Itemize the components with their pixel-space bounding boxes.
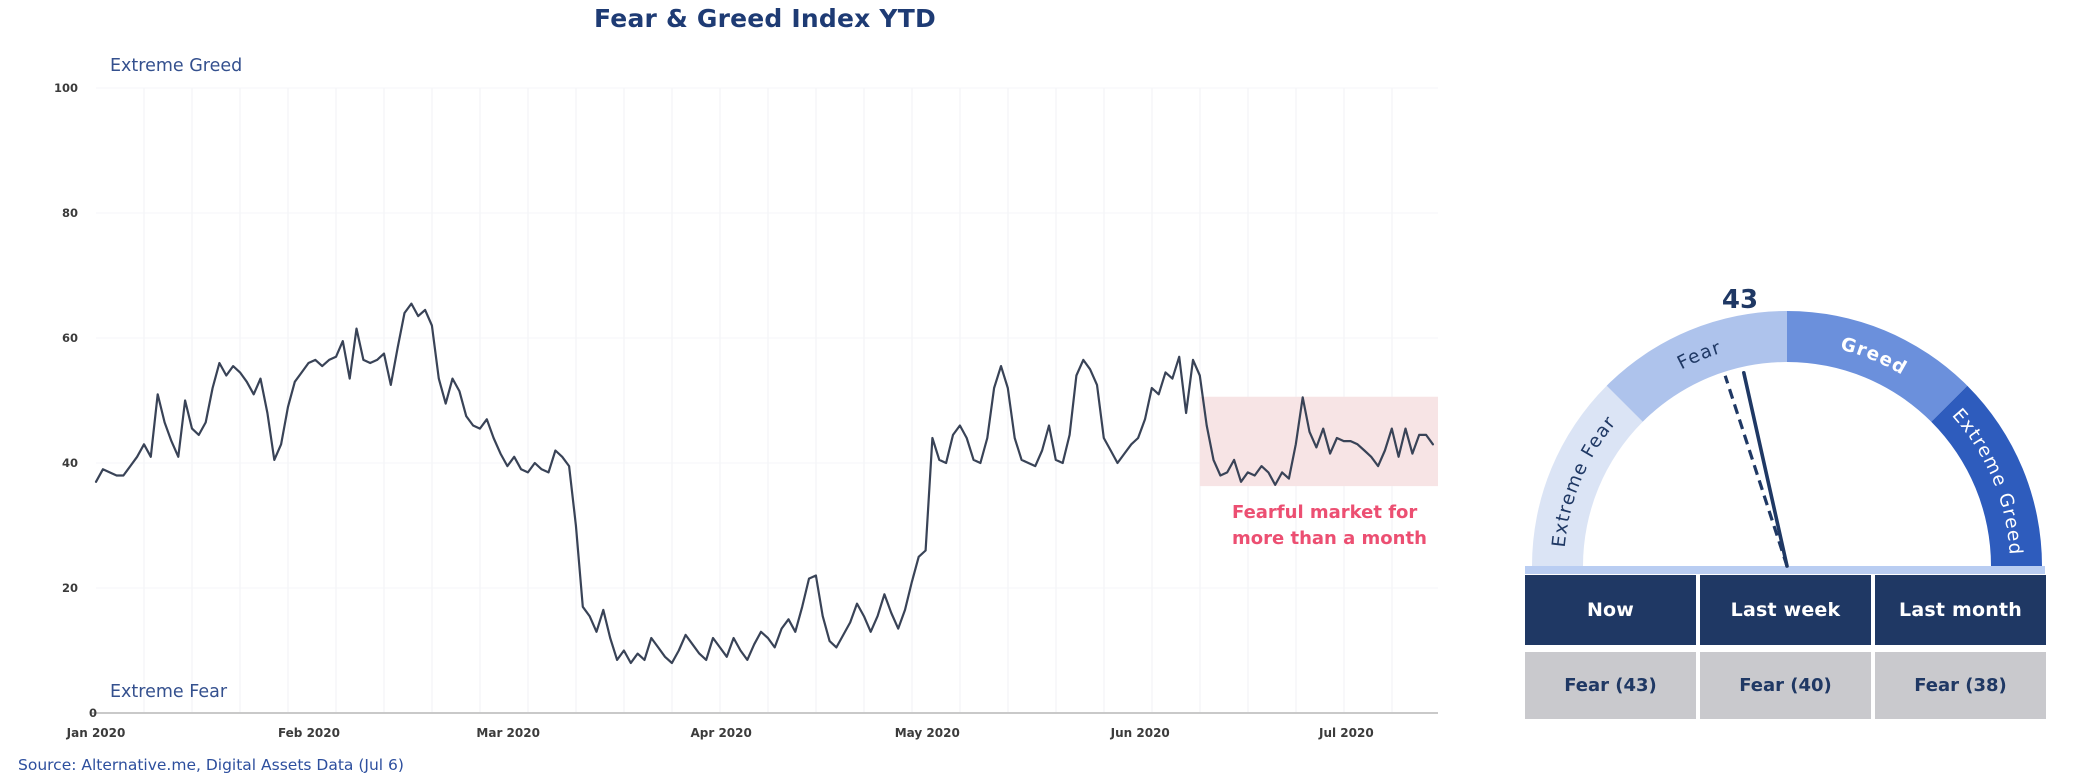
- y-tick-label: 80: [62, 206, 78, 220]
- x-tick-label: Feb 2020: [278, 726, 340, 740]
- page-title: Fear & Greed Index YTD: [594, 4, 936, 33]
- x-tick-label: Jan 2020: [66, 726, 126, 740]
- source-note: Source: Alternative.me, Digital Assets D…: [18, 756, 404, 774]
- y-tick-label: 60: [62, 331, 78, 345]
- fear-greed-line-chart: 100 80 60 40 20 0 Jan 2020 Feb 2020 Mar 2020 Apr …: [54, 81, 1438, 740]
- gauge-segment-extreme-greed: [1931, 385, 2042, 566]
- x-tick-label: Mar 2020: [476, 726, 540, 740]
- gauge-needle-current: [1742, 370, 1789, 568]
- gauge-segment-extreme-fear: [1532, 385, 1643, 566]
- index-line-series: [94, 302, 1435, 665]
- x-tick-label: Jun 2020: [1110, 726, 1170, 740]
- zone-label-extreme-greed: Extreme Greed: [110, 56, 243, 76]
- x-tick-label: May 2020: [895, 726, 960, 740]
- annotation-line-1: Fearful market for: [1232, 502, 1418, 523]
- table-header-now: Now: [1525, 575, 1696, 645]
- x-axis-ticks: Jan 2020 Feb 2020 Mar 2020 Apr 2020 May 2020…: [66, 726, 1374, 740]
- y-tick-label: 100: [54, 81, 78, 95]
- table-value-last-month: Fear (38): [1875, 652, 2046, 719]
- gauge-segments: [1532, 311, 2042, 566]
- y-tick-label: 20: [62, 581, 78, 595]
- gauge-segment-greed: [1787, 311, 1968, 422]
- table-header-last-week: Last week: [1700, 575, 1871, 645]
- y-axis-ticks: 100 80 60 40 20 0: [54, 81, 97, 720]
- annotation-line-2: more than a month: [1232, 528, 1427, 549]
- y-tick-label: 0: [89, 706, 97, 720]
- annotation-fearful-market: Fearful market for more than a month: [1232, 500, 1427, 552]
- gauge-needle-last-week: [1723, 375, 1789, 567]
- x-tick-label: Jul 2020: [1318, 726, 1374, 740]
- zone-label-extreme-fear: Extreme Fear: [110, 682, 228, 702]
- table-header-last-month: Last month: [1875, 575, 2046, 645]
- gauge-segment-fear: [1606, 311, 1787, 422]
- table-value-now: Fear (43): [1525, 652, 1696, 719]
- gauge-baseline-bar: [1525, 566, 2045, 574]
- gauge-summary-table: Now Last week Last month Fear (43) Fear …: [1525, 575, 2046, 719]
- table-value-last-week: Fear (40): [1700, 652, 1871, 719]
- y-tick-label: 40: [62, 456, 78, 470]
- gauge-current-value: 43: [1721, 285, 1759, 315]
- x-tick-label: Apr 2020: [690, 726, 751, 740]
